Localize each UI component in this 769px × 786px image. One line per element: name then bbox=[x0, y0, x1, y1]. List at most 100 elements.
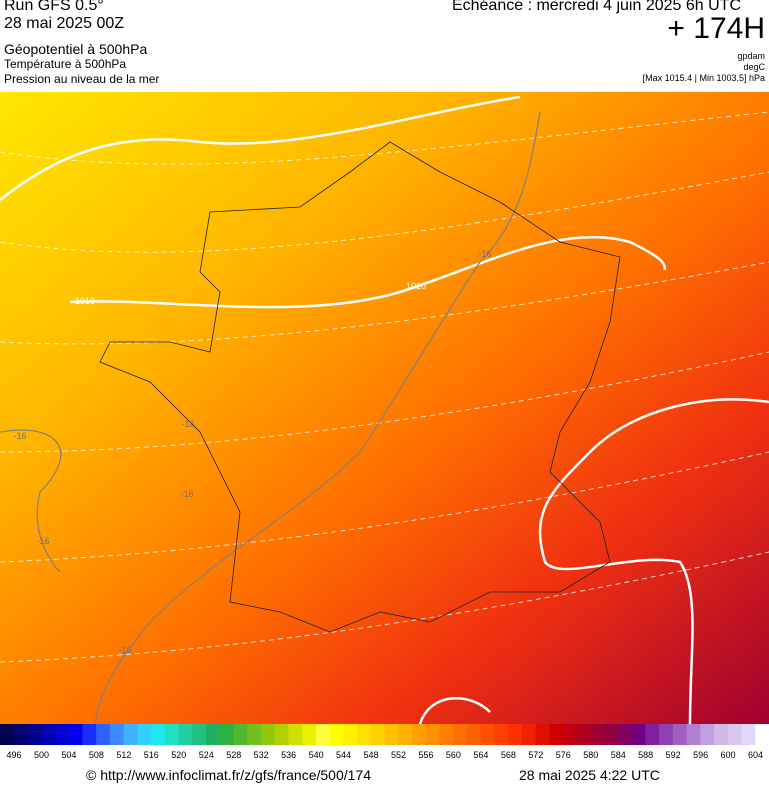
scale-cell bbox=[41, 724, 56, 745]
scale-cell bbox=[205, 724, 221, 745]
scale-cell bbox=[109, 724, 125, 745]
geopotential-contours bbox=[0, 111, 769, 663]
scale-label: 584 bbox=[611, 750, 626, 760]
scale-label: 548 bbox=[364, 750, 379, 760]
scale-cell bbox=[398, 724, 413, 745]
temperature-contours bbox=[0, 111, 541, 725]
validity: Echéance : mercredi 4 juin 2025 6h UTC bbox=[451, 0, 741, 14]
scale-cell bbox=[302, 724, 317, 745]
color-scale: 496 500 504 508 512 516 520 524 528 532 536 540 544 5… bbox=[0, 724, 769, 760]
timestamp: 28 mai 2025 4:22 UTC bbox=[519, 767, 660, 783]
scale-cell bbox=[247, 724, 262, 745]
scale-label: 532 bbox=[254, 750, 269, 760]
lead-time: + 174H bbox=[667, 12, 765, 45]
scale-cell bbox=[260, 724, 276, 745]
scale-label: 564 bbox=[473, 750, 488, 760]
scale-cell bbox=[123, 724, 138, 745]
scale-label: 600 bbox=[721, 750, 736, 760]
scale-cell bbox=[178, 724, 193, 745]
contour-label: -16 bbox=[36, 536, 49, 546]
scale-label: 604 bbox=[748, 750, 763, 760]
contour-label: 1010 bbox=[75, 296, 95, 306]
scale-cell bbox=[96, 724, 111, 745]
scale-cell bbox=[315, 724, 331, 745]
scale-cell bbox=[659, 724, 674, 745]
field: Pression au niveau de la mer bbox=[4, 72, 160, 86]
scale-cell bbox=[631, 724, 646, 745]
scale-cell bbox=[645, 724, 660, 745]
scale-label: 496 bbox=[6, 750, 21, 760]
isobar bbox=[538, 398, 769, 725]
source: © http://www.infoclimat.fr/z/gfs/france/… bbox=[86, 767, 371, 783]
field: Géopotentiel à 500hPa bbox=[4, 41, 148, 57]
scale-cell bbox=[219, 724, 234, 745]
scale-label: 528 bbox=[226, 750, 241, 760]
scale-cell bbox=[549, 724, 564, 745]
scale-cell bbox=[192, 724, 207, 745]
map: 1010 1010 -16 -16 -16 -16 -16 -16 bbox=[0, 92, 769, 725]
scale-cell bbox=[370, 724, 385, 745]
scale-label: 500 bbox=[34, 750, 49, 760]
scale-cell bbox=[727, 724, 743, 745]
scale-cell bbox=[13, 724, 28, 745]
scale-cell bbox=[686, 724, 701, 745]
scale-cell bbox=[82, 724, 97, 745]
scale-cell bbox=[68, 724, 83, 745]
scale-cell bbox=[27, 724, 42, 745]
contour-label: -16 bbox=[13, 431, 26, 441]
scale-cell bbox=[151, 724, 166, 745]
unit: [Max 1015.4 | Min 1003.5] hPa bbox=[642, 73, 765, 83]
scale-cell bbox=[453, 724, 468, 745]
scale-label: 552 bbox=[391, 750, 406, 760]
scale-label: 592 bbox=[666, 750, 681, 760]
scale-cell bbox=[672, 724, 688, 745]
contour-label: -16 bbox=[118, 645, 131, 655]
run-date: 28 mai 2025 00Z bbox=[4, 15, 125, 32]
scale-label: 560 bbox=[446, 750, 461, 760]
scale-cell bbox=[576, 724, 591, 745]
scale-cell bbox=[411, 724, 427, 745]
scale-label: 588 bbox=[638, 750, 653, 760]
borders bbox=[99, 141, 621, 633]
scale-cell bbox=[604, 724, 619, 745]
isobar bbox=[418, 697, 491, 725]
scale-label: 508 bbox=[89, 750, 104, 760]
scale-label: 512 bbox=[116, 750, 131, 760]
scale-cell bbox=[357, 724, 372, 745]
contour-label: -16 bbox=[180, 489, 193, 499]
scale-label: 544 bbox=[336, 750, 351, 760]
scale-cell bbox=[329, 724, 344, 745]
scale-label: 568 bbox=[501, 750, 516, 760]
unit: degC bbox=[743, 62, 765, 72]
unit: gpdam bbox=[737, 51, 765, 61]
run: Run GFS 0.5° bbox=[4, 0, 104, 14]
scale-cell bbox=[274, 724, 289, 745]
scale-cell bbox=[563, 724, 578, 745]
field: Température à 500hPa bbox=[4, 57, 127, 71]
scale-cell bbox=[343, 724, 358, 745]
scale-label: 504 bbox=[61, 750, 76, 760]
scale-cell bbox=[521, 724, 537, 745]
contour-label: -16 bbox=[181, 419, 194, 429]
scale-cell bbox=[233, 724, 248, 745]
scale-label: 520 bbox=[171, 750, 186, 760]
temperature-field bbox=[0, 92, 769, 724]
scale-cell bbox=[439, 724, 454, 745]
scale-cell bbox=[480, 724, 495, 745]
scale-cell bbox=[590, 724, 605, 745]
isobar bbox=[69, 235, 667, 309]
scale-cell bbox=[54, 724, 70, 745]
scale-cell bbox=[700, 724, 715, 745]
scale-label: 556 bbox=[418, 750, 433, 760]
scale-cell bbox=[288, 724, 303, 745]
scale-cell bbox=[425, 724, 440, 745]
scale-label: 596 bbox=[693, 750, 708, 760]
contour-label: 1010 bbox=[406, 281, 426, 291]
contour-label: -16 bbox=[478, 249, 491, 259]
scale-cell bbox=[164, 724, 180, 745]
scale-cell bbox=[466, 724, 482, 745]
scale-label: 580 bbox=[583, 750, 598, 760]
scale-label: 516 bbox=[144, 750, 159, 760]
scale-label: 524 bbox=[199, 750, 214, 760]
